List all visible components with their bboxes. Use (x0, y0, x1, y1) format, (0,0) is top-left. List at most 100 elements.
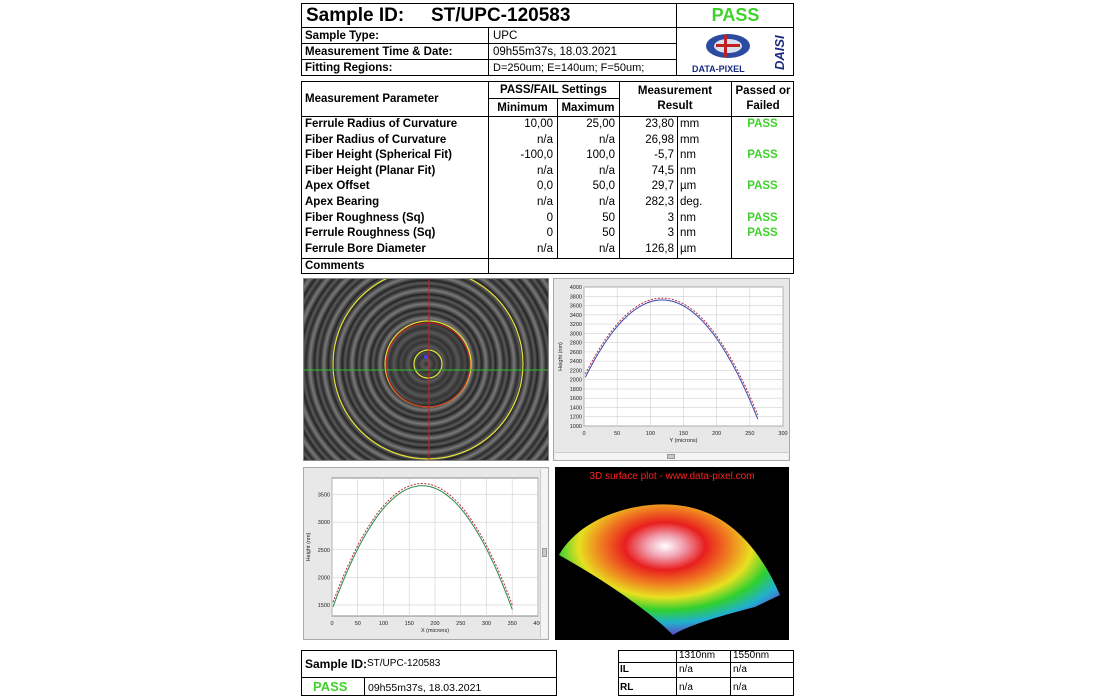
y-axis-label: Height (nm) (558, 342, 564, 371)
max-value: 100,0 (586, 149, 615, 161)
status-value: PASS (747, 212, 778, 224)
y-tick-label: 2800 (570, 341, 582, 347)
y-tick-label: 2000 (570, 378, 582, 384)
param-label: Ferrule Radius of Curvature (305, 118, 458, 130)
x-axis-label: Y (microns) (669, 438, 697, 444)
unit-value: nm (680, 212, 696, 224)
il-1550-value: n/a (733, 664, 747, 675)
max-value: 50,0 (592, 180, 615, 192)
sample-id-value: ST/UPC-120583 (431, 5, 571, 26)
status-value: PASS (747, 180, 778, 192)
comments-label: Comments (305, 260, 365, 272)
fit-profile-line (584, 299, 759, 420)
min-value: 0 (546, 212, 553, 224)
status-value: PASS (747, 149, 778, 161)
x-tick-label: 100 (646, 431, 655, 437)
param-label: Ferrule Bore Diameter (305, 243, 426, 255)
height-profile-y-panel: 0 50 100 150 200 250 300 1000 1200 1400 1600 1800 20… (553, 278, 790, 461)
max-value: 25,00 (586, 118, 615, 130)
unit-value: deg. (680, 196, 703, 208)
x-tick-label: 150 (679, 431, 688, 437)
status-value: PASS (747, 118, 778, 130)
footer-sample-box (301, 650, 557, 696)
fitting-regions-value: D=250um; E=140um; F=50um; (493, 62, 645, 74)
y-tick-label: 4000 (570, 285, 582, 291)
chart-y-scroll-thumb[interactable] (667, 454, 675, 459)
x-tick-label: 50 (355, 621, 361, 627)
sample-id-label: Sample ID: (306, 5, 405, 26)
min-value: n/a (537, 134, 553, 146)
logo-side-text: DAISI (772, 35, 787, 70)
y-tick-label: 1500 (318, 603, 330, 609)
param-label: Ferrule Roughness (Sq) (305, 227, 436, 239)
y-tick-label: 1600 (570, 396, 582, 402)
unit-value: µm (680, 180, 697, 192)
x-tick-label: 150 (405, 621, 414, 627)
height-profile-x-panel: 0 50 100 150 200 250 300 350 400 1500 2000 2500 3000… (303, 467, 549, 640)
param-label: Fiber Height (Spherical Fit) (305, 149, 452, 161)
measurement-time-label: Measurement Time & Date: (305, 46, 453, 58)
unit-value: nm (680, 149, 696, 161)
loss-col-1310: 1310nm (679, 650, 716, 661)
col-header-passed: Passed or Failed (735, 85, 791, 112)
unit-value: nm (680, 165, 696, 177)
chart-y-scrollbar[interactable] (555, 452, 788, 460)
min-value: 0,0 (537, 180, 553, 192)
max-value: n/a (599, 196, 615, 208)
min-value: 10,00 (524, 118, 553, 130)
y-tick-label: 2600 (570, 350, 582, 356)
y-axis-label: Height (nm) (306, 532, 312, 561)
result-value: -5,7 (654, 149, 674, 161)
rl-1550-value: n/a (733, 682, 747, 693)
footer-sample-id-value: ST/UPC-120583 (367, 658, 441, 669)
unit-value: mm (680, 134, 700, 146)
col-header-min: Minimum (497, 102, 548, 114)
fit-profile-line (332, 485, 513, 610)
min-value: n/a (537, 196, 553, 208)
measured-profile-line (584, 297, 759, 416)
logo-text: DATA-PIXEL (692, 64, 745, 74)
x-tick-label: 300 (482, 621, 491, 627)
y-tick-label: 1000 (570, 424, 582, 430)
y-tick-label: 3800 (570, 294, 582, 300)
col-header-parameter: Measurement Parameter (305, 93, 439, 105)
x-tick-label: 350 (508, 621, 517, 627)
il-1310-value: n/a (679, 664, 693, 675)
max-value: 50 (602, 227, 615, 239)
param-label: Fiber Roughness (Sq) (305, 212, 425, 224)
unit-value: nm (680, 227, 696, 239)
y-tick-label: 3400 (570, 313, 582, 319)
min-value: n/a (537, 165, 553, 177)
col-header-max: Maximum (561, 102, 615, 114)
result-value: 3 (667, 227, 674, 239)
chart-x-scroll-thumb[interactable] (542, 548, 547, 557)
y-tick-label: 3200 (570, 322, 582, 328)
surface-plot-3d: 3D surface plot - www.data-pixel.com (555, 467, 789, 640)
height-profile-y-chart: 0 50 100 150 200 250 300 1000 1200 1400 1600 1800 20… (558, 285, 788, 444)
unit-value: µm (680, 243, 697, 255)
max-value: 50 (602, 212, 615, 224)
min-value: 0 (546, 227, 553, 239)
max-value: n/a (599, 165, 615, 177)
data-pixel-logo: DATA-PIXEL DAISI (690, 30, 790, 74)
result-value: 74,5 (651, 165, 674, 177)
plot3d-title: 3D surface plot - www.data-pixel.com (589, 471, 754, 482)
measurement-time-value: 09h55m37s, 18.03.2021 (493, 46, 618, 58)
col-header-result: Measurement Result (637, 85, 713, 112)
y-tick-label: 1800 (570, 387, 582, 393)
chart-x-scrollbar[interactable] (540, 469, 548, 638)
y-tick-label: 3000 (318, 520, 330, 526)
result-value: 3 (667, 212, 674, 224)
param-label: Apex Bearing (305, 196, 380, 208)
interferogram-image (303, 278, 549, 461)
result-value: 126,8 (645, 243, 674, 255)
rl-1310-value: n/a (679, 682, 693, 693)
y-tick-label: 3500 (318, 493, 330, 499)
measurement-table (301, 81, 794, 274)
rl-label: RL (620, 682, 634, 693)
y-tick-label: 2400 (570, 359, 582, 365)
max-value: n/a (599, 243, 615, 255)
il-label: IL (620, 664, 629, 675)
footer-datetime: 09h55m37s, 18.03.2021 (368, 682, 482, 694)
height-profile-x-chart: 0 50 100 150 200 250 300 350 400 1500 2000 2500 3000… (306, 477, 543, 634)
